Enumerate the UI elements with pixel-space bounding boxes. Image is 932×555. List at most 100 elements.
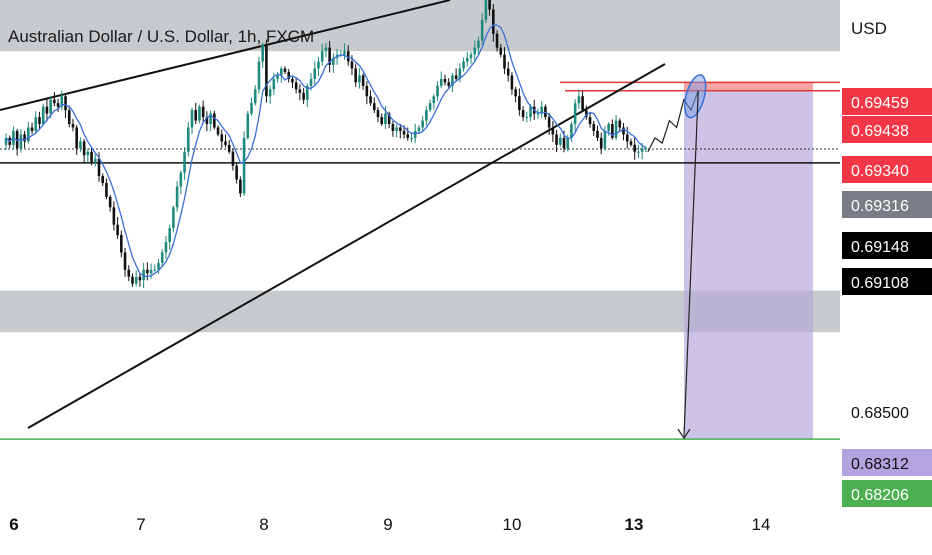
candle bbox=[443, 78, 447, 83]
candle bbox=[521, 110, 525, 118]
x-tick-label: 6 bbox=[9, 515, 18, 534]
candle bbox=[134, 276, 138, 284]
candle bbox=[387, 113, 391, 125]
candle bbox=[428, 103, 432, 111]
candle bbox=[551, 127, 555, 135]
candle bbox=[79, 141, 82, 149]
candle bbox=[413, 130, 417, 138]
candle bbox=[231, 151, 235, 166]
candle bbox=[153, 269, 157, 271]
candle bbox=[268, 89, 272, 97]
candle bbox=[227, 144, 231, 152]
candle bbox=[581, 96, 584, 111]
candle bbox=[90, 151, 93, 163]
candle bbox=[343, 51, 346, 55]
candle bbox=[406, 134, 410, 138]
candle bbox=[71, 124, 75, 128]
arrow-head bbox=[677, 428, 691, 440]
candle bbox=[186, 127, 190, 152]
candle bbox=[332, 58, 335, 66]
candle bbox=[525, 117, 529, 119]
stop-loss-zone[interactable] bbox=[684, 82, 813, 91]
price-label: 0.69459 bbox=[851, 95, 909, 112]
candle bbox=[246, 113, 250, 138]
candle bbox=[402, 130, 406, 135]
upper-trendline[interactable] bbox=[0, 0, 451, 111]
candle bbox=[38, 117, 41, 125]
candle bbox=[116, 224, 119, 236]
x-tick-label: 8 bbox=[259, 515, 268, 534]
candle bbox=[570, 124, 573, 138]
candle bbox=[64, 96, 67, 111]
candle bbox=[555, 134, 558, 145]
candle bbox=[599, 137, 603, 149]
entry-highlight-ellipse[interactable] bbox=[681, 73, 710, 120]
chart-title: Australian Dollar / U.S. Dollar, 1h, FXC… bbox=[8, 27, 314, 46]
moving-average-line bbox=[5, 24, 647, 278]
candle bbox=[108, 196, 112, 208]
price-label: 0.69148 bbox=[851, 239, 909, 256]
candle bbox=[492, 9, 495, 34]
lower-trendline[interactable] bbox=[27, 63, 666, 429]
price-label: 0.69340 bbox=[851, 163, 909, 180]
candle bbox=[637, 151, 640, 153]
candle bbox=[15, 130, 19, 149]
candle bbox=[194, 110, 198, 121]
candle bbox=[82, 141, 86, 156]
candle bbox=[253, 89, 257, 104]
candle bbox=[120, 235, 123, 253]
candle bbox=[4, 137, 8, 145]
price-badge-bg bbox=[842, 268, 932, 295]
candle bbox=[573, 103, 577, 125]
price-label: 0.69108 bbox=[851, 275, 909, 292]
price-badge-bg bbox=[842, 191, 932, 218]
candle bbox=[510, 75, 514, 90]
take-profit-zone[interactable] bbox=[684, 90, 813, 440]
candle bbox=[603, 130, 607, 149]
price-badge-bg bbox=[842, 232, 932, 259]
candle bbox=[495, 33, 499, 48]
candle bbox=[577, 96, 581, 104]
candle bbox=[101, 176, 105, 184]
candle bbox=[320, 51, 324, 62]
candle bbox=[395, 127, 398, 131]
x-tick-label: 9 bbox=[383, 515, 392, 534]
candle bbox=[317, 61, 320, 69]
candle bbox=[607, 124, 610, 131]
candle bbox=[447, 82, 450, 86]
candle bbox=[585, 110, 588, 118]
candle bbox=[361, 75, 365, 86]
candle bbox=[213, 113, 216, 128]
candle bbox=[250, 103, 253, 114]
candle bbox=[421, 120, 424, 128]
candle bbox=[34, 117, 38, 131]
candle bbox=[298, 89, 302, 93]
candle bbox=[309, 78, 313, 86]
candle bbox=[294, 82, 298, 90]
currency-label: USD bbox=[851, 19, 887, 38]
candle bbox=[30, 127, 34, 131]
candle bbox=[324, 47, 328, 52]
candle bbox=[514, 89, 517, 97]
price-badge-bg bbox=[842, 156, 932, 183]
candle bbox=[198, 106, 201, 121]
candle bbox=[257, 61, 261, 90]
candle bbox=[49, 99, 52, 114]
candle bbox=[19, 134, 23, 149]
zone-1 bbox=[0, 0, 840, 52]
candle bbox=[75, 127, 78, 149]
candle bbox=[239, 179, 242, 194]
candle bbox=[625, 134, 629, 142]
candle bbox=[529, 106, 532, 118]
candle bbox=[439, 78, 443, 86]
candle bbox=[67, 110, 71, 125]
candle bbox=[313, 68, 317, 79]
candle bbox=[469, 54, 473, 59]
candle bbox=[614, 120, 618, 138]
candle bbox=[540, 106, 543, 114]
candle bbox=[462, 61, 465, 69]
candle bbox=[183, 151, 186, 173]
candle bbox=[283, 68, 287, 72]
